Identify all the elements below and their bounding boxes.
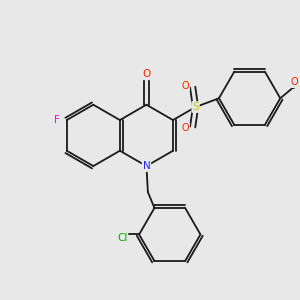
Text: S: S [192, 102, 199, 112]
Text: O: O [142, 69, 151, 79]
Text: Cl: Cl [117, 233, 128, 243]
Text: O: O [182, 81, 189, 91]
Text: O: O [182, 123, 189, 134]
Text: F: F [54, 115, 59, 125]
Text: N: N [142, 161, 150, 171]
Text: O: O [290, 77, 298, 87]
